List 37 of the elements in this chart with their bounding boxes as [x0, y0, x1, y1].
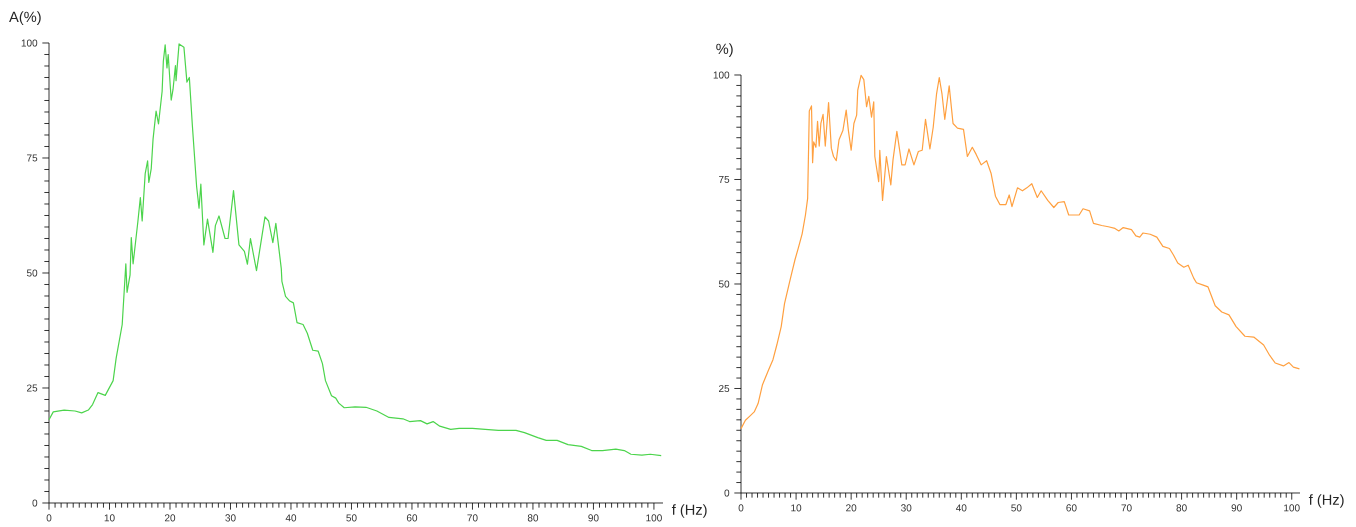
y-tick-label: 25 — [27, 384, 38, 392]
x-tick-label: 10 — [104, 514, 115, 522]
x-tick-label: 100 — [646, 514, 662, 522]
x-tick-label: 60 — [1066, 504, 1077, 512]
line-series — [48, 43, 662, 457]
x-tick-label: 80 — [527, 514, 539, 522]
x-tick-label: 60 — [406, 514, 418, 522]
x-tick-label: 40 — [285, 514, 297, 522]
x-tick-label: 90 — [588, 514, 599, 522]
y-tick-label: 50 — [718, 280, 730, 288]
y-tick-label: 75 — [719, 176, 730, 183]
x-tick-label: 50 — [346, 514, 357, 522]
x-axis-title: f (Hz) — [1308, 494, 1344, 508]
y-tick-label: 75 — [27, 154, 38, 162]
y-tick-label: 0 — [724, 489, 730, 497]
x-tick-label: 0 — [46, 514, 52, 522]
x-tick-label: 70 — [467, 514, 478, 522]
x-tick-label: 80 — [1176, 504, 1187, 512]
x-tick-label: 10 — [791, 504, 802, 512]
y-tick-label: 100 — [713, 71, 730, 79]
y-axis-title: %) — [716, 43, 733, 57]
x-tick-label: 70 — [1121, 504, 1132, 512]
y-tick-label: 50 — [26, 269, 38, 277]
x-tick-label: 30 — [901, 504, 912, 512]
x-tick-label: 40 — [955, 504, 967, 512]
x-tick-label: 100 — [1284, 504, 1300, 512]
y-axis-title: A(%) — [9, 11, 41, 25]
x-tick-label: 50 — [1011, 504, 1022, 512]
y-tick-label: 25 — [719, 384, 730, 393]
x-tick-label: 90 — [1231, 504, 1242, 512]
x-tick-label: 0 — [738, 504, 744, 512]
x-tick-label: 20 — [164, 514, 176, 522]
y-tick-label: 0 — [32, 499, 38, 507]
y-tick-label: 100 — [21, 39, 38, 47]
x-tick-label: 20 — [846, 504, 857, 512]
x-axis-title: f (Hz) — [671, 504, 707, 518]
x-tick-label: 30 — [225, 514, 236, 522]
